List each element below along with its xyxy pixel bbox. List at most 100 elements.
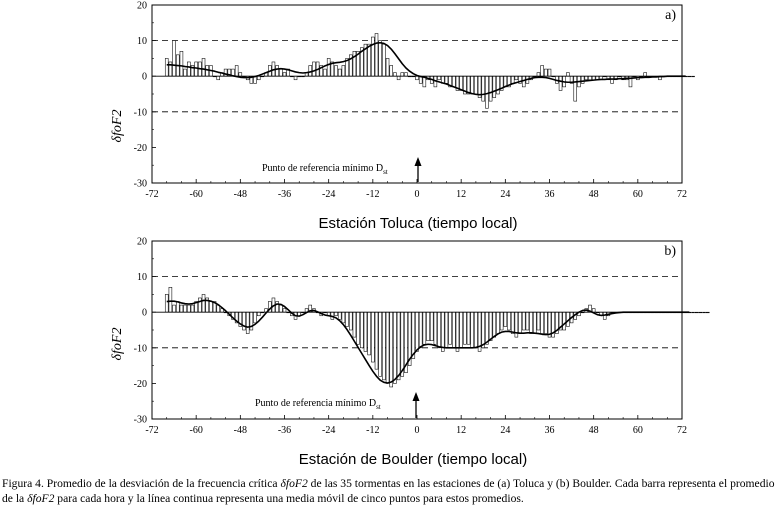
- panel-b-x-tick-label: -60: [189, 425, 202, 436]
- panel-b-bar: [256, 311, 261, 317]
- panel-b-x-tick-label: -12: [366, 425, 379, 436]
- panel-a-bar: [201, 58, 206, 77]
- panel-b-bars: [164, 287, 710, 388]
- panel-a-bar: [573, 75, 578, 102]
- panel-a-x-tick-label: 36: [545, 189, 555, 200]
- panel-b-bar: [183, 304, 187, 313]
- panel-b-ticks: -72 -60 -48 -36 -24 -12 0 12 24 36 48 60 72 20 10 0 -10 -…: [134, 237, 687, 437]
- panel-b-y-tick-label: -30: [134, 415, 147, 426]
- panel-a-bar: [172, 40, 176, 77]
- panel-b-bar: [389, 311, 393, 388]
- panel-a-bar: [514, 75, 519, 81]
- panel-b-bar: [198, 297, 202, 313]
- panel-a-x-tick-label: 72: [677, 189, 687, 200]
- panel-a-bar: [256, 75, 261, 81]
- panel-b-moving-average: [166, 299, 690, 384]
- panel-b-reference-arrow-head: [412, 392, 420, 401]
- panel-b-label: b): [664, 244, 676, 259]
- panel-a-bar: [547, 68, 552, 77]
- panel-b-x-tick-label: -72: [145, 425, 158, 436]
- caption-symbol-1: δfoF2: [280, 477, 308, 490]
- panel-b-bar: [172, 304, 176, 313]
- panel-b-moving-average-line: [166, 299, 690, 384]
- panel-b-y-axis-title: δfoF2: [110, 328, 125, 361]
- panel-b-bar: [702, 311, 706, 314]
- panel-b-bar: [400, 311, 405, 377]
- panel-a-bar: [393, 72, 397, 77]
- panel-b-x-tick-label: 12: [456, 425, 466, 436]
- panel-a-bar: [404, 72, 408, 77]
- panel-b-bar: [242, 311, 246, 331]
- panel-a-bar: [510, 75, 515, 84]
- panel-b-bar: [176, 301, 180, 313]
- panel-a-bar: [275, 65, 279, 77]
- panel-a-bar: [341, 65, 346, 77]
- panel-b-bar: [510, 311, 515, 334]
- panel-b-bar: [411, 311, 416, 359]
- panel-b-bar: [481, 311, 485, 349]
- panel-a-bar: [385, 58, 390, 77]
- panel-a-bar: [238, 72, 243, 77]
- panel-a-bar: [234, 65, 239, 77]
- panel-a-x-axis-title: Estación Toluca (tiempo local): [319, 215, 518, 232]
- panel-b-bar: [382, 311, 386, 381]
- panel-b-bar: [378, 311, 382, 377]
- panel-b-y-tick-label: 20: [137, 237, 147, 248]
- panel-a-bar: [452, 75, 456, 88]
- panel-a-bar: [334, 65, 338, 77]
- panel-b-bar: [396, 311, 401, 381]
- panel-a-bar: [323, 68, 327, 77]
- panel-b-x-axis-title: Estación de Boulder (tiempo local): [299, 451, 527, 468]
- panel-b-bar: [698, 311, 703, 314]
- panel-b-bar: [201, 294, 206, 313]
- panel-b-x-tick-label: 60: [633, 425, 643, 436]
- panel-a-bar: [588, 75, 592, 81]
- panel-b-bar: [533, 311, 537, 334]
- panel-a-annotation-text: Punto de referencia mínimo D: [262, 163, 383, 174]
- panel-b-bar: [518, 311, 522, 334]
- panel-b-bar: [334, 311, 338, 317]
- panel-a-bar: [415, 75, 419, 81]
- panel-b-bar: [415, 311, 419, 352]
- panel-a-y-tick-label: 10: [137, 36, 147, 47]
- panel-a-bar: [485, 75, 489, 109]
- panel-a-ticks: -72 -60 -48 -36 -24 -12 0 12 24 36 48 60 72 20 10 0 -10 -…: [134, 1, 687, 201]
- panel-a-reference-arrow-head: [414, 157, 422, 166]
- panel-b-bar: [488, 311, 493, 341]
- panel-b-bar: [540, 311, 544, 334]
- panel-a-bar: [374, 33, 379, 77]
- panel-b-bar: [341, 311, 346, 324]
- panel-a-bar: [459, 75, 463, 91]
- panel-b-bar: [422, 311, 427, 345]
- panel-a-bar: [444, 75, 449, 84]
- panel-b-bar: [694, 311, 699, 314]
- panel-b-x-tick-label: -24: [322, 425, 335, 436]
- panel-a-bar: [474, 75, 478, 95]
- panel-a-bar: [396, 75, 401, 81]
- panel-b-bar: [691, 311, 695, 314]
- panel-a-bar: [293, 75, 298, 81]
- panel-a-y-tick-label: 0: [142, 72, 147, 83]
- panel-a-x-tick-label: -36: [278, 189, 291, 200]
- panel-a-moving-average: [166, 41, 686, 96]
- panel-a-plot-frame: [151, 4, 683, 184]
- panel-a-bar: [382, 43, 386, 77]
- caption-part-3: para cada hora y la línea continua repre…: [54, 492, 524, 505]
- panel-b-y-tick-label: -10: [134, 343, 147, 354]
- panel-b-x-tick-label: 0: [415, 425, 420, 436]
- panel-a-y-tick-label: -20: [134, 143, 147, 154]
- panel-b-annotation-text: Punto de referencia mínimo D: [255, 398, 376, 409]
- panel-b-bar: [536, 311, 541, 331]
- panel-b-bar: [466, 311, 471, 345]
- panel-a-x-tick-label: 60: [633, 189, 643, 200]
- panel-a-x-tick-label: -24: [322, 189, 335, 200]
- panel-b-bar: [525, 311, 530, 331]
- panel-a-bar: [492, 75, 497, 98]
- panel-a-bar: [326, 58, 331, 77]
- panel-b-bar: [474, 311, 478, 349]
- panel-b-bar: [356, 311, 360, 345]
- panel-a-bar: [194, 61, 198, 77]
- panel-a-moving-average-line: [166, 41, 686, 96]
- panel-b-bar: [187, 304, 191, 313]
- panel-b-bar: [393, 311, 397, 384]
